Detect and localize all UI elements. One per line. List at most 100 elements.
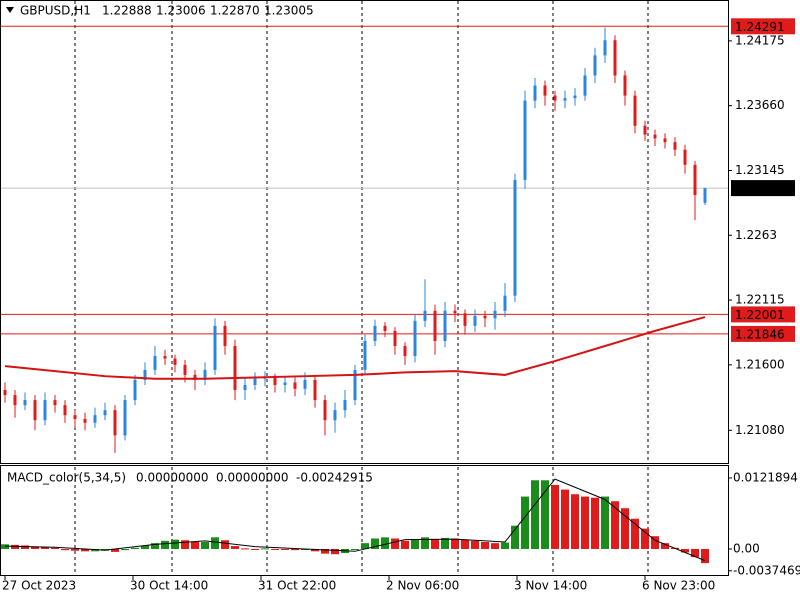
macd-bar (401, 540, 409, 549)
candle-body (693, 164, 697, 196)
macd-bar (351, 548, 359, 550)
macd-bar (521, 496, 529, 549)
macd-bar (411, 539, 419, 549)
macd-bar (91, 548, 99, 552)
macd-bar (511, 525, 519, 549)
macd-bar (441, 537, 449, 549)
candle-body (613, 40, 617, 76)
collapse-arrow[interactable] (6, 7, 14, 13)
candle-body (243, 384, 247, 391)
x-tick-label: 31 Oct 22:00 (258, 579, 336, 593)
macd-bar (621, 508, 629, 549)
macd-bar (41, 547, 49, 549)
macd-bar (421, 537, 429, 549)
y-tick-label: 1.22115 (735, 293, 785, 307)
macd-bar (291, 548, 299, 551)
macd-panel (0, 465, 729, 576)
macd-bar (551, 484, 559, 549)
candle-body (173, 358, 177, 365)
candle-body (513, 179, 517, 296)
candle-body (303, 379, 307, 389)
candle-body (523, 100, 527, 180)
macd-bar (151, 543, 159, 549)
macd-tick-label: 0.0121894 (733, 470, 798, 484)
level-label: 1.22001 (735, 308, 785, 322)
level-label-box (731, 325, 795, 342)
candle-body (463, 313, 467, 326)
candle-body (433, 310, 437, 341)
candle-body (573, 95, 577, 99)
candle-body (683, 149, 687, 165)
macd-bar (251, 548, 259, 550)
candle-body (43, 400, 47, 421)
macd-bar (371, 538, 379, 549)
macd-bar (211, 537, 219, 549)
macd-bar (531, 480, 539, 549)
macd-bar (471, 540, 479, 549)
macd-bar (231, 546, 239, 549)
candle-body (73, 415, 77, 419)
y-tick-label: 1.23660 (735, 98, 785, 112)
candle-body (323, 400, 327, 421)
macd-bar (181, 540, 189, 549)
candle-body (653, 134, 657, 139)
candle-body (103, 410, 107, 416)
moving-average (4, 316, 706, 380)
macd-bar (131, 547, 139, 549)
macd-bar (281, 548, 289, 550)
candle-body (663, 138, 667, 143)
macd-bar (111, 548, 119, 552)
candle-body (143, 369, 147, 380)
header-high: 1.23006 (156, 4, 206, 18)
macd-bar (31, 546, 39, 549)
macd-value: -0.00242915 (296, 471, 373, 485)
macd-bar (541, 480, 549, 549)
macd-bar (161, 540, 169, 549)
candle-body (353, 369, 357, 401)
macd-bar (611, 501, 619, 549)
y-tick-label: 1.21080 (735, 423, 785, 437)
candle-body (553, 95, 557, 101)
candle-body (363, 340, 367, 370)
macd-bar (571, 494, 579, 549)
macd-bar (661, 543, 669, 549)
macd-bar (561, 489, 569, 549)
macd-bar (701, 548, 709, 564)
level-label: 1.24291 (735, 20, 785, 34)
macd-name: MACD_color(5,34,5) (7, 471, 126, 485)
candle-body (403, 345, 407, 357)
macd-bar (391, 538, 399, 549)
candle-body (443, 310, 447, 341)
candle-body (543, 85, 547, 96)
macd-bar (191, 541, 199, 549)
macd-bar (261, 548, 269, 550)
level-label-box (731, 180, 795, 197)
macd-bar (331, 548, 339, 555)
candle-body (563, 98, 567, 101)
candle-body (483, 315, 487, 319)
candle-body (583, 75, 587, 96)
macd-bar (691, 548, 699, 558)
x-tick-label: 27 Oct 2023 (2, 579, 76, 593)
level-label: 1.21846 (735, 327, 785, 341)
candle-body (633, 95, 637, 126)
macd-bar (121, 548, 129, 551)
candle-body (453, 310, 457, 314)
macd-value: 0.00000000 (216, 471, 289, 485)
macd-bar (11, 544, 19, 549)
candle-body (193, 374, 197, 380)
candle-body (643, 125, 647, 135)
header-low: 1.22870 (210, 4, 260, 18)
macd-bar (601, 496, 609, 549)
macd-bar (451, 538, 459, 549)
candle-body (3, 390, 7, 396)
candle-body (183, 364, 187, 375)
header-open: 1.22888 (102, 4, 152, 18)
candle-body (373, 325, 377, 341)
macd-bar (51, 547, 59, 549)
candle-body (203, 369, 207, 380)
macd-bar (501, 542, 509, 549)
candle-body (253, 378, 257, 385)
x-tick-label: 3 Nov 14:00 (514, 579, 587, 593)
